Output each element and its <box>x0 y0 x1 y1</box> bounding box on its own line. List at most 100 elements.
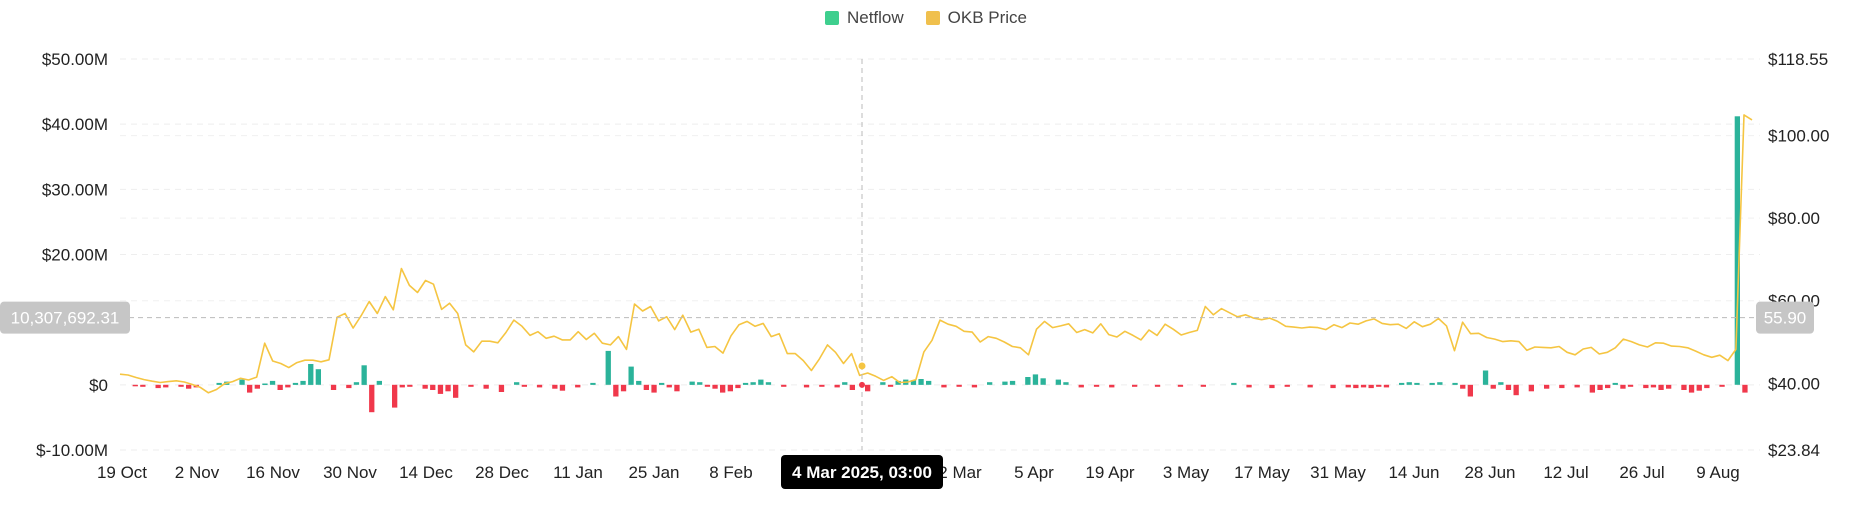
netflow-bar <box>376 380 382 385</box>
netflow-bar <box>1345 384 1351 388</box>
crosshair-left-label-box <box>0 301 130 334</box>
netflow-bar <box>1437 382 1443 385</box>
netflow-bar <box>536 384 543 388</box>
crosshair-left-label: 10,307,692.31 <box>11 309 120 328</box>
netflow-bar <box>1132 384 1138 387</box>
netflow-bar <box>781 384 787 387</box>
netflow-bar <box>315 369 321 385</box>
netflow-bar <box>1177 384 1184 387</box>
netflow-bar <box>399 384 405 388</box>
netflow-bar <box>1505 384 1512 390</box>
x-tick-label: 19 Oct <box>97 463 147 482</box>
legend-swatch-netflow <box>824 11 839 25</box>
netflow-bar <box>1467 384 1473 397</box>
netflow-bar <box>292 382 299 385</box>
netflow-bar <box>1498 382 1504 385</box>
legend: Netflow OKB Price <box>0 8 1852 28</box>
netflow-bar <box>1452 382 1458 385</box>
netflow-bar <box>1627 384 1634 387</box>
netflow-bar <box>1353 384 1359 389</box>
netflow-bar <box>742 382 749 385</box>
y-left-tick-label: $0 <box>89 376 108 395</box>
netflow-bar <box>1063 382 1069 385</box>
x-tick-label: 14 Dec <box>399 463 453 482</box>
netflow-bar <box>163 384 169 388</box>
netflow-bar <box>720 384 726 393</box>
netflow-bar <box>308 364 314 385</box>
netflow-bar <box>155 384 161 389</box>
netflow-bar <box>712 384 718 389</box>
netflow-bar <box>1231 382 1237 385</box>
y-right-tick-label: $118.55 <box>1768 50 1828 69</box>
netflow-bar <box>1696 384 1702 391</box>
crosshair-date-label: 4 Mar 2025, 03:00 <box>792 463 932 482</box>
netflow-bar <box>186 384 192 389</box>
netflow-bar <box>285 384 291 388</box>
crosshair-point-price <box>858 362 866 370</box>
netflow-bar <box>422 384 428 389</box>
netflow-bar <box>918 379 924 385</box>
netflow-bar <box>1719 384 1725 387</box>
netflow-bar <box>1383 384 1390 388</box>
netflow-bar <box>1658 384 1664 390</box>
x-tick-label: 25 Jan <box>628 463 679 482</box>
x-tick-label: 5 Apr <box>1014 463 1054 482</box>
netflow-bar <box>674 384 680 392</box>
netflow-bar <box>1109 384 1115 388</box>
netflow-bar <box>1589 384 1595 393</box>
netflow-bar <box>1650 384 1657 388</box>
x-tick-label: 26 Jul <box>1619 463 1664 482</box>
netflow-bar <box>865 384 871 392</box>
netflow-bar <box>1376 384 1382 387</box>
netflow-bar <box>1559 384 1565 389</box>
netflow-bar <box>643 384 649 390</box>
netflow-bar <box>361 365 367 385</box>
netflow-bar <box>445 384 451 392</box>
legend-item-okb-price[interactable]: OKB Price <box>925 8 1027 28</box>
x-tick-label: 16 Nov <box>246 463 300 482</box>
netflow-bar <box>498 384 505 392</box>
y-left-tick-label: $30.00M <box>42 180 108 199</box>
crosshair-point-netflow <box>859 381 865 388</box>
netflow-bar <box>178 384 184 387</box>
netflow-bar <box>369 384 375 413</box>
x-tick-label: 9 Aug <box>1696 463 1740 482</box>
netflow-bar <box>1154 384 1161 387</box>
netflow-bar <box>262 383 268 385</box>
netflow-bar <box>1406 382 1412 385</box>
y-right-tick-label: $80.00 <box>1768 209 1820 228</box>
netflow-bar <box>987 382 993 385</box>
netflow-bar <box>1704 384 1710 389</box>
legend-item-netflow[interactable]: Netflow <box>824 8 904 28</box>
netflow-bar <box>735 384 741 389</box>
netflow-bar <box>819 384 825 387</box>
netflow-bar <box>926 380 932 385</box>
netflow-bar <box>1032 374 1039 385</box>
netflow-bar <box>1399 382 1405 385</box>
netflow-bar <box>750 382 756 385</box>
netflow-bar <box>300 380 306 385</box>
netflow-bar <box>910 380 917 385</box>
netflow-bar <box>1284 384 1290 387</box>
netflow-bar <box>758 379 764 385</box>
netflow-bar <box>620 384 627 392</box>
legend-label-netflow: Netflow <box>846 8 904 27</box>
crosshair-right-label: 55.90 <box>1764 309 1807 328</box>
netflow-bar <box>1605 384 1611 389</box>
netflow-bar <box>1360 384 1367 388</box>
netflow-bar <box>849 384 855 390</box>
x-tick-label: 31 May <box>1310 463 1366 482</box>
netflow-bar <box>1330 384 1336 389</box>
netflow-bar <box>269 380 276 385</box>
netflow-bar <box>407 384 413 387</box>
netflow-bar <box>590 382 596 385</box>
netflow-bar <box>689 381 695 385</box>
netflow-bar <box>1544 384 1550 389</box>
netflow-bar <box>605 350 611 385</box>
x-tick-label: 28 Dec <box>475 463 529 482</box>
netflow-bar <box>1643 384 1649 389</box>
netflow-bar <box>1490 384 1496 389</box>
netflow-bar <box>1612 382 1618 385</box>
